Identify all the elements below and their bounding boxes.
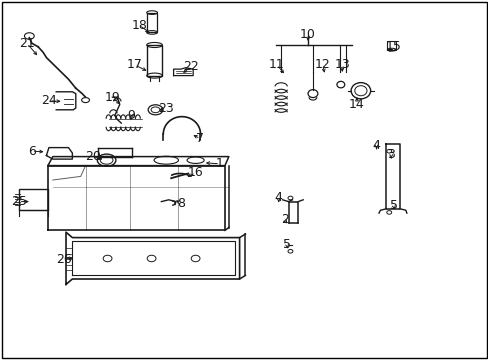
Text: 13: 13 xyxy=(334,58,349,71)
Text: 8: 8 xyxy=(177,197,184,210)
Text: 5: 5 xyxy=(283,238,290,251)
Text: 16: 16 xyxy=(187,166,203,179)
Text: 25: 25 xyxy=(11,195,26,208)
Text: 23: 23 xyxy=(158,102,174,114)
Text: 2: 2 xyxy=(280,213,288,226)
Text: 26: 26 xyxy=(56,253,71,266)
Text: 17: 17 xyxy=(126,58,142,71)
Text: 12: 12 xyxy=(314,58,330,71)
Text: 22: 22 xyxy=(183,60,198,73)
Text: 11: 11 xyxy=(268,58,284,71)
Bar xyxy=(146,13,157,32)
Text: 24: 24 xyxy=(41,94,57,107)
Text: 4: 4 xyxy=(372,139,380,152)
Bar xyxy=(386,41,395,50)
Text: 3: 3 xyxy=(386,148,394,161)
Text: 5: 5 xyxy=(389,199,397,212)
Text: 6: 6 xyxy=(28,145,36,158)
Text: 7: 7 xyxy=(196,132,204,145)
Text: 10: 10 xyxy=(300,28,315,41)
Text: 14: 14 xyxy=(348,98,364,111)
Text: 4: 4 xyxy=(274,192,282,204)
Text: 19: 19 xyxy=(104,91,120,104)
Text: 9: 9 xyxy=(127,109,135,122)
Text: 1: 1 xyxy=(216,157,224,170)
Text: 15: 15 xyxy=(385,40,401,53)
Text: 20: 20 xyxy=(85,150,101,163)
Bar xyxy=(146,45,162,76)
Text: 21: 21 xyxy=(19,37,35,50)
Text: 18: 18 xyxy=(131,19,147,32)
